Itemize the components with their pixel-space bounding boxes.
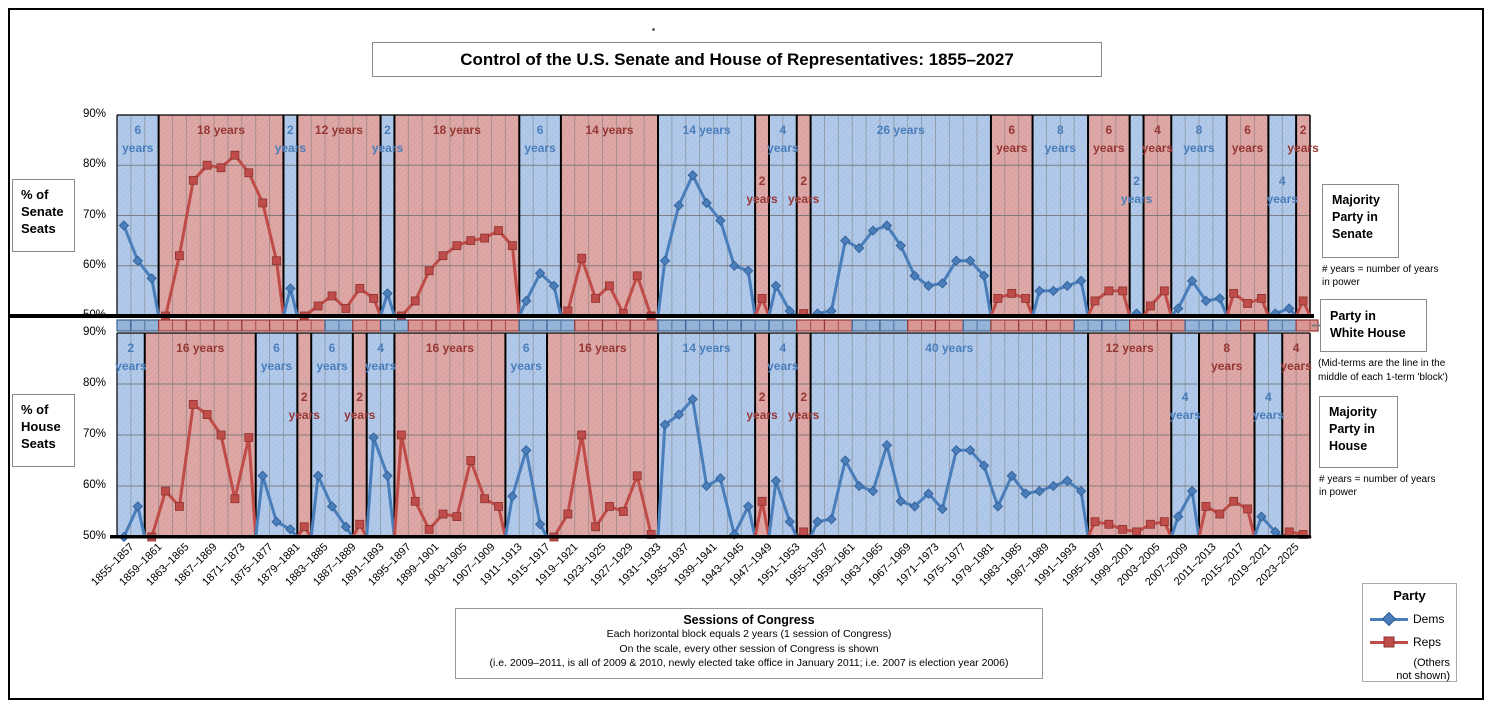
legend-item-dems: Dems (1370, 611, 1452, 627)
footer-line-1: Each horizontal block equals 2 years (1 … (606, 628, 892, 640)
chart-title-text: Control of the U.S. Senate and House of … (460, 49, 1014, 69)
footer-title: Sessions of Congress (683, 613, 815, 627)
legend-dems-label: Dems (1413, 612, 1445, 626)
legend-reps-label: Reps (1413, 635, 1442, 649)
dems-line-swatch (1370, 611, 1408, 627)
footer-line-2: On the scale, every other session of Con… (619, 642, 879, 655)
senate-axis-title: % of Senate Seats (12, 179, 75, 252)
chart-title: Control of the U.S. Senate and House of … (372, 42, 1102, 77)
reps-line-swatch (1370, 636, 1408, 648)
majority-party-senate-note: # years = number of years in power (1322, 264, 1439, 288)
party-legend: Party Dems Reps (Others not shown) (1362, 583, 1457, 682)
majority-party-house-note: # years = number of years in power (1319, 474, 1436, 498)
legend-note: (Others not shown) (1396, 657, 1450, 682)
footer-line-3: (i.e. 2009–2011, is all of 2009 & 2010, … (489, 657, 1009, 669)
party-in-white-house-box: Party in White House (1320, 299, 1427, 352)
majority-party-house-box: Majority Party in House (1319, 396, 1398, 468)
majority-party-senate-box: Majority Party in Senate (1322, 184, 1399, 258)
sessions-of-congress-note: Sessions of Congress Each horizontal blo… (455, 608, 1043, 679)
stray-mark (652, 28, 655, 31)
party-in-white-house-note: (Mid-terms are the line in the middle of… (1318, 358, 1448, 383)
reps-square-marker-icon (1383, 636, 1395, 648)
house-axis-title: % of House Seats (12, 394, 75, 467)
outer-border-frame (8, 8, 1484, 700)
dems-diamond-marker-icon (1381, 611, 1397, 627)
legend-title: Party (1393, 588, 1426, 603)
legend-item-reps: Reps (1370, 635, 1452, 649)
